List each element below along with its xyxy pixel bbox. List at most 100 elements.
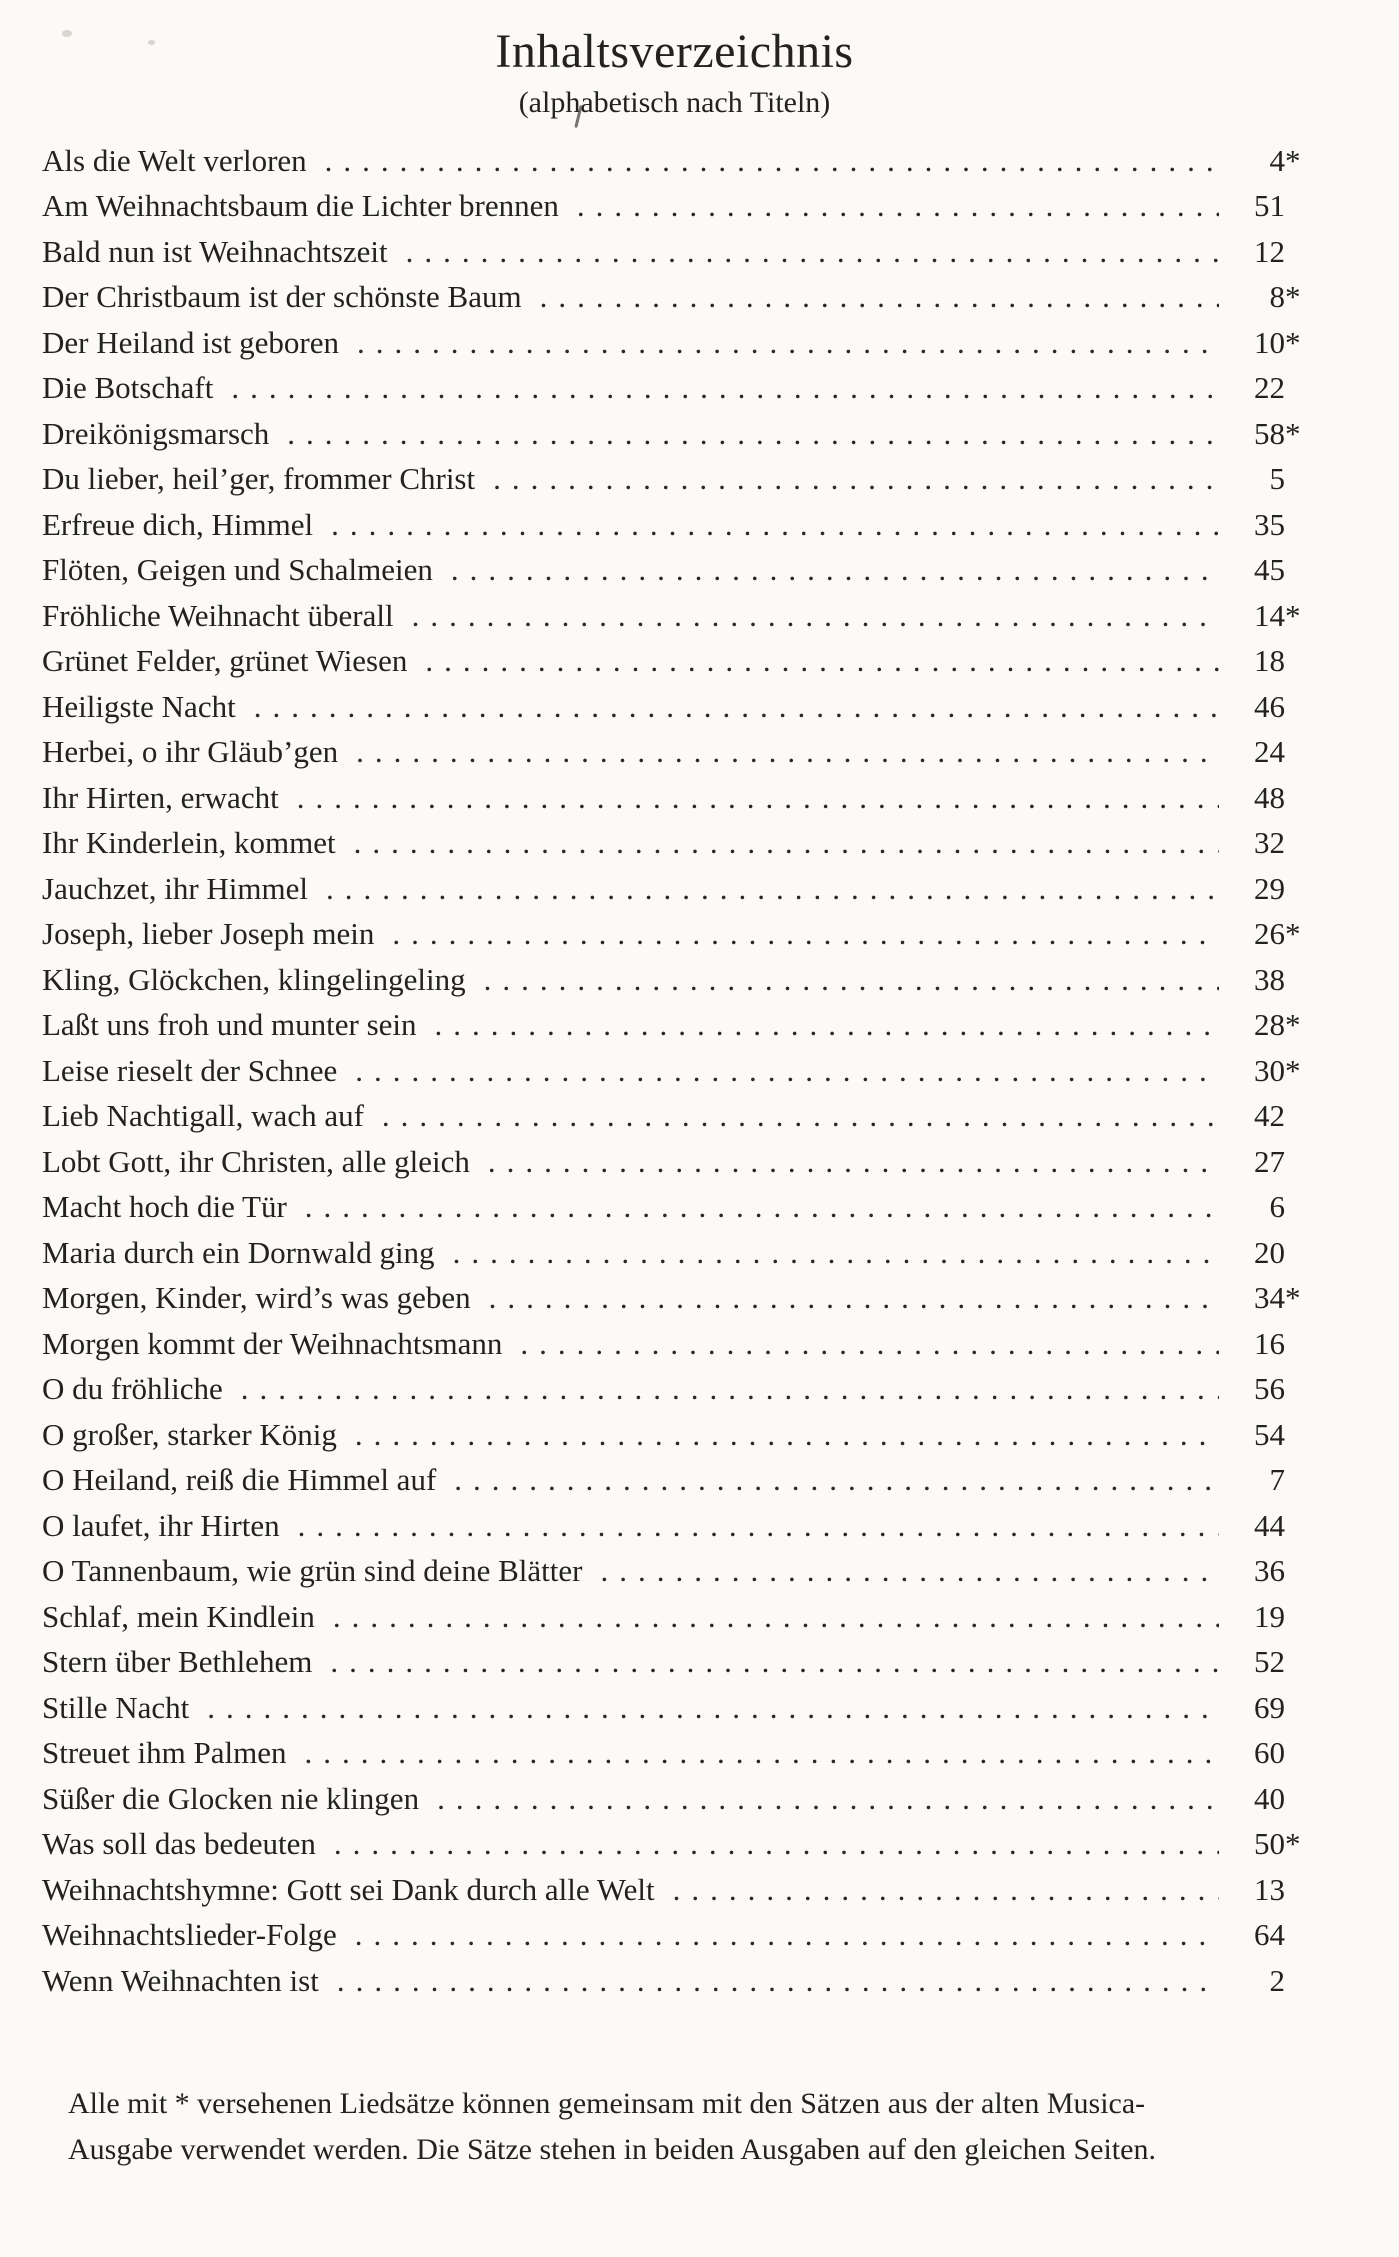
song-title: Süßer die Glocken nie klingen xyxy=(42,1780,420,1816)
toc-row: Streuet ihm Palmen 60 xyxy=(42,1730,1307,1776)
toc-row: Schlaf, mein Kindlein 19 xyxy=(42,1594,1307,1640)
song-title: O du fröhliche xyxy=(42,1371,223,1407)
toc-row: Laßt uns froh und munter sein 28 * xyxy=(42,1002,1307,1048)
song-title: Joseph, lieber Joseph mein xyxy=(42,916,375,952)
dot-leader xyxy=(287,411,1219,457)
star-marker: * xyxy=(1285,597,1301,633)
star-marker: * xyxy=(1285,415,1301,451)
toc-row: Ihr Hirten, erwacht 48 xyxy=(42,775,1307,821)
song-title: Flöten, Geigen und Schalmeien xyxy=(42,552,433,588)
dot-leader xyxy=(454,1457,1219,1503)
song-title: Erfreue dich, Himmel xyxy=(42,506,314,542)
dot-leader xyxy=(298,1503,1219,1549)
song-title: Macht hoch die Tür xyxy=(42,1189,287,1225)
dot-leader xyxy=(493,456,1219,502)
page-number: 4 xyxy=(1269,142,1286,178)
dot-leader xyxy=(330,1639,1219,1685)
star-marker: * xyxy=(1285,279,1301,315)
song-title: Leise rieselt der Schnee xyxy=(42,1052,338,1088)
page-number: 54 xyxy=(1254,1416,1285,1452)
toc-row: Die Botschaft 22 xyxy=(42,365,1307,411)
toc-row: Grünet Felder, grünet Wiesen 18 xyxy=(42,638,1307,684)
page-number: 5 xyxy=(1269,461,1286,497)
footnote-line: Ausgabe verwendet werden. Die Sätze steh… xyxy=(68,2133,1156,2167)
toc-row: Macht hoch die Tür 6 xyxy=(42,1184,1307,1230)
page-number: 24 xyxy=(1254,734,1285,770)
toc-row: Herbei, o ihr Gläub’gen 24 xyxy=(42,729,1307,775)
page-number: 48 xyxy=(1254,779,1285,815)
footnote: Alle mit * versehenen Liedsätze können g… xyxy=(68,2081,1289,2173)
toc-list: Als die Welt verloren 4 * Am Weihnachtsb… xyxy=(42,138,1307,2004)
toc-row: O großer, starker König 54 xyxy=(42,1412,1307,1458)
page-number: 26 xyxy=(1254,916,1285,952)
page-number: 13 xyxy=(1254,1871,1285,1907)
song-title: Wenn Weihnachten ist xyxy=(42,1962,319,1998)
toc-row: O du fröhliche 56 xyxy=(42,1366,1307,1412)
toc-row: Leise rieselt der Schnee 30 * xyxy=(42,1048,1307,1094)
page-number: 19 xyxy=(1254,1598,1285,1634)
page-number: 2 xyxy=(1269,1962,1286,1998)
page-title: Inhaltsverzeichnis xyxy=(495,25,854,78)
toc-row: Weihnachtslieder-Folge 64 xyxy=(42,1912,1307,1958)
song-title: Stille Nacht xyxy=(42,1689,190,1725)
page-number: 35 xyxy=(1254,506,1285,542)
footnote-line: Alle mit * versehenen Liedsätze können g… xyxy=(68,2087,1146,2121)
song-title: O großer, starker König xyxy=(42,1416,337,1452)
page-number: 52 xyxy=(1254,1644,1285,1680)
song-title: Morgen, Kinder, wird’s was geben xyxy=(42,1280,471,1316)
toc-row: Maria durch ein Dornwald ging 20 xyxy=(42,1230,1307,1276)
page-number: 69 xyxy=(1254,1689,1285,1725)
toc-row: O Tannenbaum, wie grün sind deine Blätte… xyxy=(42,1548,1307,1594)
dot-leader xyxy=(355,1412,1219,1458)
toc-row: Morgen, Kinder, wird’s was geben 34 * xyxy=(42,1275,1307,1321)
song-title: Ihr Kinderlein, kommet xyxy=(42,825,336,861)
song-title: O laufet, ihr Hirten xyxy=(42,1507,280,1543)
dot-leader xyxy=(355,1048,1219,1094)
dot-leader xyxy=(325,138,1219,184)
dot-leader xyxy=(425,638,1219,684)
song-title: Lieb Nachtigall, wach auf xyxy=(42,1098,364,1134)
dot-leader xyxy=(357,320,1219,366)
toc-row: Fröhliche Weihnacht überall 14 * xyxy=(42,593,1307,639)
dot-leader xyxy=(333,1594,1219,1640)
song-title: Du lieber, heil’ger, frommer Christ xyxy=(42,461,476,497)
dot-leader xyxy=(540,274,1219,320)
page-number: 45 xyxy=(1254,552,1285,588)
dot-leader xyxy=(305,1184,1219,1230)
toc-row: Joseph, lieber Joseph mein 26 * xyxy=(42,911,1307,957)
dot-leader xyxy=(412,593,1219,639)
dot-leader xyxy=(337,1958,1219,2004)
song-title: Der Heiland ist geboren xyxy=(42,324,339,360)
page-number: 38 xyxy=(1254,961,1285,997)
dot-leader xyxy=(392,911,1219,957)
dot-leader xyxy=(435,1002,1219,1048)
song-title: Morgen kommt der Weihnachtsmann xyxy=(42,1325,503,1361)
toc-row: Was soll das bedeuten 50 * xyxy=(42,1821,1307,1867)
page-number: 40 xyxy=(1254,1780,1285,1816)
song-title: Weihnachtslieder-Folge xyxy=(42,1917,337,1953)
song-title: Dreikönigsmarsch xyxy=(42,415,270,451)
song-title: Ihr Hirten, erwacht xyxy=(42,779,279,815)
page-number: 28 xyxy=(1254,1007,1285,1043)
dot-leader xyxy=(231,365,1219,411)
dot-leader xyxy=(355,1912,1219,1958)
page-number: 51 xyxy=(1254,188,1285,224)
star-marker: * xyxy=(1285,142,1301,178)
page-number: 56 xyxy=(1254,1371,1285,1407)
toc-row: Jauchzet, ihr Himmel 29 xyxy=(42,866,1307,912)
page-number: 46 xyxy=(1254,688,1285,724)
toc-row: Flöten, Geigen und Schalmeien 45 xyxy=(42,547,1307,593)
page-subtitle: (alphabetisch nach Titeln) xyxy=(518,86,831,120)
dot-leader xyxy=(601,1548,1220,1594)
song-title: Bald nun ist Weihnachtszeit xyxy=(42,233,388,269)
song-title: Maria durch ein Dornwald ging xyxy=(42,1234,435,1270)
song-title: Was soll das bedeuten xyxy=(42,1826,316,1862)
toc-row: Der Heiland ist geboren 10 * xyxy=(42,320,1307,366)
dot-leader xyxy=(254,684,1219,730)
dot-leader xyxy=(406,229,1219,275)
dot-leader xyxy=(451,547,1219,593)
page-number: 8 xyxy=(1269,279,1286,315)
star-marker: * xyxy=(1285,1826,1301,1862)
dot-leader xyxy=(331,502,1219,548)
